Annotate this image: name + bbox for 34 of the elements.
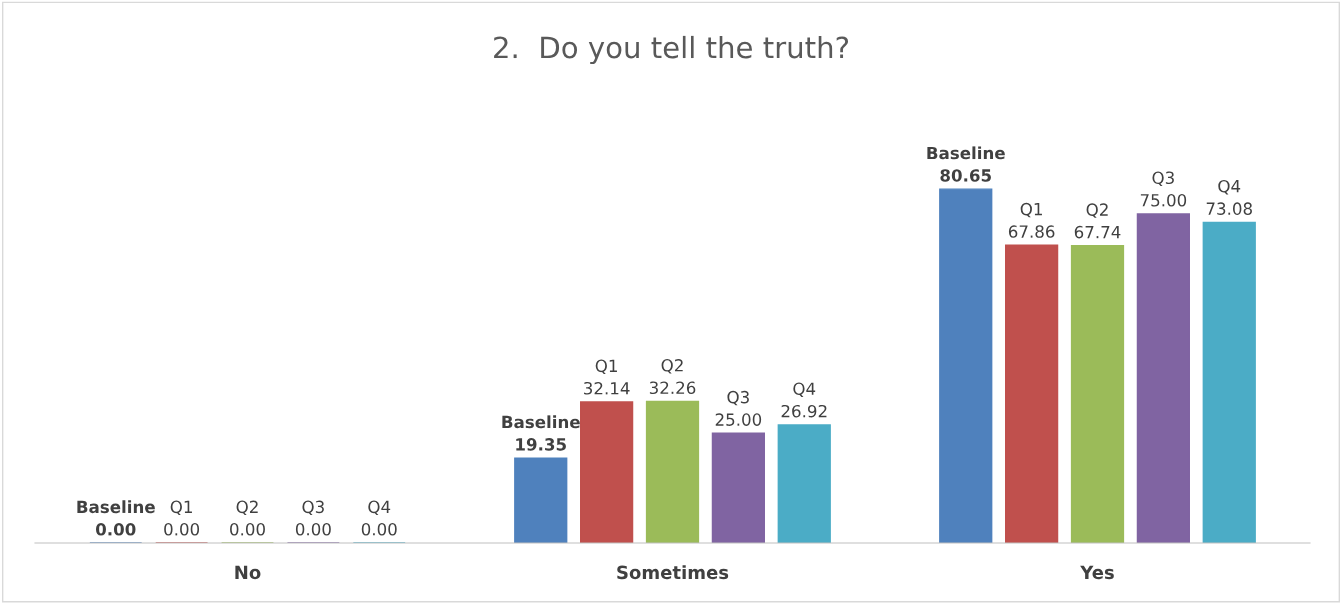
data-label: 19.35 [516, 438, 566, 451]
text: Q4 [368, 500, 391, 516]
text: Q1 [1020, 202, 1042, 218]
data-label: 0.00 [230, 523, 265, 536]
data-label: 75.00 [1140, 193, 1187, 207]
data-label: 0.00 [164, 523, 200, 536]
data-label: 0.00 [95, 523, 136, 536]
data-label: 25.00 [715, 413, 762, 426]
text: Baseline [77, 500, 155, 514]
text: Baseline [502, 415, 580, 429]
chart-title: 2. Do you tell the truth? [494, 35, 849, 65]
data-label: 73.08 [1206, 202, 1252, 215]
text: Q3 [1152, 171, 1174, 186]
series-label: Q1 [595, 359, 617, 375]
data-label: 67.74 [1074, 225, 1121, 239]
data-label: 80.65 [940, 169, 991, 182]
x-tick-label: Sometimes [617, 565, 729, 580]
series-label: Baseline [927, 146, 1005, 160]
text: Q1 [170, 500, 192, 516]
text: Q3 [302, 500, 324, 516]
text: Q2 [236, 500, 258, 516]
data-label: 0.00 [361, 523, 397, 536]
text: Q2 [1086, 203, 1108, 218]
data-label: 67.86 [1008, 225, 1055, 238]
series-label: Q4 [793, 382, 816, 397]
data-label: 32.26 [649, 381, 696, 395]
x-tick-label: Yes [1080, 565, 1114, 580]
data-label: 0.00 [295, 523, 331, 536]
data-label: 32.14 [584, 381, 630, 395]
x-tick-label: No [235, 565, 261, 580]
data-label: 26.92 [781, 404, 827, 418]
text: Q4 [1218, 179, 1241, 195]
series-label: Q2 [661, 359, 683, 374]
series-label: Q3 [727, 390, 749, 406]
